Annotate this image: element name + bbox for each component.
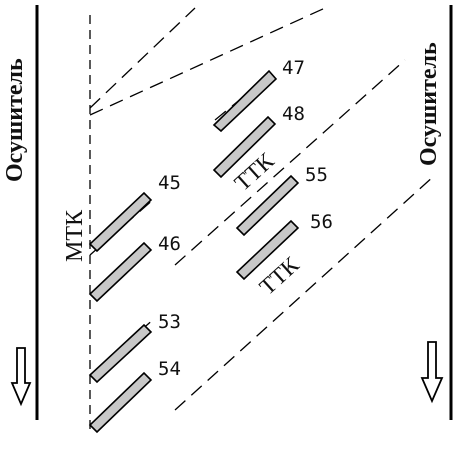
- tube-label-45: 45: [158, 172, 181, 194]
- right-wall-label: Осушитель: [416, 42, 442, 166]
- tube-56: [235, 219, 300, 281]
- diagonal-line-3: [174, 59, 406, 266]
- left-wall-label: Осушитель: [2, 58, 28, 182]
- tube-55: [235, 174, 300, 237]
- diagonal-line-1: [89, 7, 196, 109]
- tube-label-56: 56: [310, 211, 333, 233]
- mtk-label: МТК: [62, 209, 88, 262]
- tube-45: [88, 191, 153, 253]
- tube-54: [88, 371, 153, 434]
- tube-48: [212, 115, 277, 179]
- tube-label-46: 46: [158, 233, 181, 255]
- diagonal-line-4: [174, 174, 436, 411]
- right-down-arrow-icon: [420, 341, 444, 404]
- tubes: [88, 69, 300, 434]
- tube-label-55: 55: [305, 164, 328, 186]
- tube-46: [88, 241, 153, 303]
- tube-label-48: 48: [282, 103, 305, 125]
- tube-label-47: 47: [282, 57, 305, 79]
- tube-53: [88, 323, 153, 384]
- tube-label-54: 54: [158, 358, 181, 380]
- tube-47: [212, 69, 278, 133]
- tube-label-53: 53: [158, 311, 181, 333]
- left-down-arrow-icon: [10, 347, 32, 407]
